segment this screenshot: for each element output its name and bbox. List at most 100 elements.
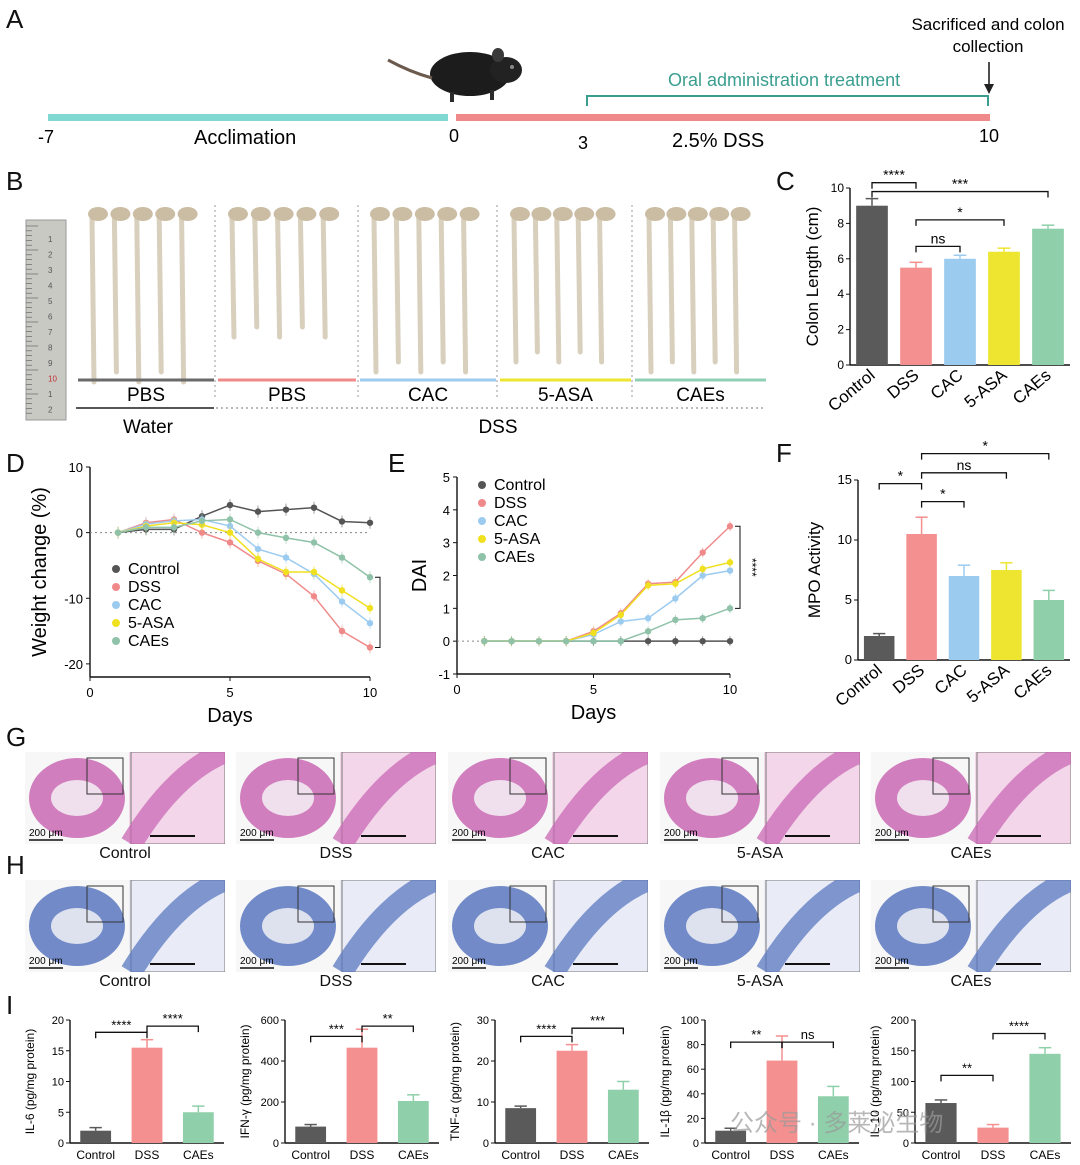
data-point — [644, 628, 652, 635]
y-tick-label: 20 — [52, 1015, 64, 1027]
bar — [817, 1096, 849, 1143]
bar — [766, 1060, 798, 1143]
legend-label: CAC — [128, 597, 162, 614]
legend-marker — [478, 481, 486, 489]
category-label: DSS — [889, 661, 928, 698]
category-label: CAEs — [183, 1148, 214, 1162]
data-point — [254, 555, 262, 563]
cecum — [666, 207, 687, 221]
colon-specimen — [229, 215, 237, 340]
legend-label: CAEs — [494, 549, 535, 566]
bar — [505, 1108, 537, 1143]
data-point — [198, 517, 206, 525]
category-label: CAEs — [398, 1148, 429, 1162]
category-label: DSS — [560, 1148, 585, 1162]
data-point — [563, 637, 570, 645]
cecum — [414, 207, 435, 221]
significance-label: ** — [962, 1060, 972, 1075]
significance-bracket — [915, 219, 1005, 226]
y-tick-label: 30 — [477, 1015, 489, 1027]
significance-label: **** — [536, 1021, 556, 1036]
cecum — [132, 207, 153, 221]
data-point — [338, 627, 346, 635]
category-label: Control — [832, 661, 886, 711]
oral-label: Oral administration treatment — [668, 70, 900, 90]
cecum — [574, 207, 595, 221]
colon-specimen — [689, 215, 697, 375]
y-tick-label: 10 — [69, 460, 83, 475]
bar — [856, 205, 888, 365]
category-label: DSS — [884, 366, 923, 403]
colon-specimen — [554, 215, 562, 365]
ruler: 1 2 3 4 5 6 7 8 9 10 1 2 — [25, 219, 67, 421]
category-label: 5-ASA — [961, 365, 1011, 412]
bar — [991, 570, 1022, 660]
svg-text:200 μm: 200 μm — [875, 828, 909, 839]
legend-marker — [478, 535, 486, 543]
he-stain-image: 200 μm — [871, 752, 1071, 844]
data-point — [672, 580, 679, 587]
tick-0: 0 — [449, 126, 459, 146]
data-point — [114, 529, 122, 536]
colon-specimen — [646, 215, 654, 375]
significance-bracket — [735, 525, 741, 609]
data-point — [254, 545, 262, 553]
category-label: DSS — [350, 1148, 375, 1162]
legend-label: DSS — [494, 495, 527, 512]
y-tick-label: 2 — [443, 569, 450, 584]
y-tick-label: 0 — [837, 358, 844, 372]
bar — [988, 251, 1020, 365]
cecum — [595, 207, 616, 221]
y-tick-label: 4 — [837, 287, 844, 301]
cecum — [228, 207, 248, 221]
y-axis-label: DAI — [409, 559, 431, 592]
colon-specimen — [252, 215, 260, 330]
group-label: CAC — [408, 385, 448, 406]
panel-label-h: H — [6, 850, 25, 880]
significance-bracket — [730, 1041, 783, 1049]
chart-ifng: 0 200 400 600 Control DSS CAEs IFN-γ (pg/mg pro… — [238, 1011, 439, 1162]
colon-specimen — [416, 215, 424, 375]
x-tick-label: 5 — [226, 685, 233, 700]
data-point — [617, 618, 624, 625]
significance-bracket — [871, 182, 917, 189]
colon-specimen — [111, 215, 119, 375]
bar — [80, 1130, 112, 1143]
significance-label: ns — [957, 457, 972, 473]
bar — [906, 534, 937, 660]
colon-specimen — [320, 215, 328, 340]
data-point — [726, 567, 734, 574]
y-tick-label: 2 — [837, 323, 844, 337]
bar — [131, 1047, 163, 1143]
y-tick-label: 10 — [52, 1077, 64, 1089]
data-point — [282, 568, 290, 576]
data-point — [590, 637, 597, 645]
acclimation-bar — [48, 114, 448, 121]
legend-marker — [112, 565, 120, 573]
colon-specimen — [393, 215, 401, 365]
y-axis-label: IFN-γ (pg/mg protein) — [238, 1024, 252, 1138]
panel-label-d: D — [6, 448, 25, 478]
legend-marker — [478, 517, 486, 525]
category-label: CAEs — [818, 1148, 849, 1162]
data-point — [481, 637, 488, 645]
ruler-number: 1 — [48, 235, 53, 244]
colon-specimen — [275, 215, 283, 340]
y-tick-label: 60 — [687, 1064, 699, 1076]
svg-text:200 μm: 200 μm — [452, 956, 486, 967]
colon-specimen — [156, 215, 164, 375]
y-tick-label: 10 — [477, 1097, 489, 1109]
y-tick-label: 80 — [687, 1040, 699, 1052]
significance-label: *** — [590, 1013, 605, 1028]
significance-label: *** — [385, 605, 390, 619]
bar — [182, 1112, 214, 1143]
cecum — [273, 207, 294, 221]
tick-3: 3 — [578, 133, 588, 153]
he-stain-image: 200 μm — [25, 752, 225, 844]
y-tick-label: 0 — [443, 634, 450, 649]
significance-label: * — [940, 486, 946, 502]
cecum — [645, 207, 665, 221]
category-label: DSS — [981, 1148, 1006, 1162]
panel-label-c: C — [776, 166, 795, 196]
